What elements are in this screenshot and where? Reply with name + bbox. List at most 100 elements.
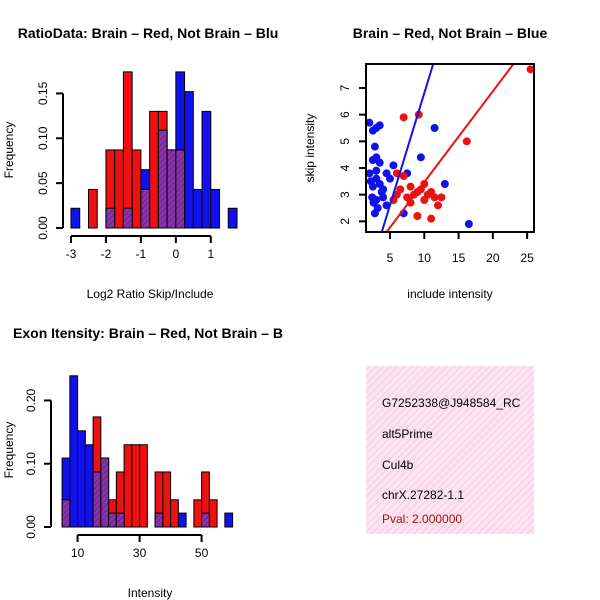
- red-bar: [87, 188, 98, 229]
- red-bar: [149, 110, 159, 229]
- blue-bar: [69, 375, 79, 528]
- x-tick-label: 5: [387, 251, 394, 265]
- overlap-bar-hatch: [61, 499, 71, 528]
- red-bar: [123, 444, 133, 528]
- blue-point: [375, 121, 384, 130]
- red-point: [526, 65, 534, 74]
- y-tick-label: 0.15: [36, 81, 50, 105]
- x-tick-label: 0: [172, 247, 179, 261]
- y-tick-label: 0.00: [36, 216, 50, 240]
- blue-point: [389, 161, 398, 170]
- info-event-type: alt5Prime: [382, 427, 433, 441]
- blue-bar: [84, 444, 94, 528]
- overlap-bar-hatch: [166, 149, 177, 229]
- overlap-bar-hatch: [122, 207, 133, 229]
- blue-bar: [192, 188, 203, 229]
- ratio-histogram-axes: -3 -2 -1 0 1 0.00 0.05 0.10 0.15: [36, 81, 214, 261]
- overlap-bar-hatch: [154, 512, 164, 528]
- y-tick-label: 0.10: [36, 126, 50, 150]
- blue-point: [366, 118, 374, 127]
- x-tick-label: 15: [452, 251, 466, 265]
- red-point: [399, 113, 408, 122]
- x-tick-label: 25: [520, 251, 534, 265]
- red-bar: [193, 499, 203, 528]
- blue-point: [375, 158, 384, 167]
- red-point: [406, 198, 415, 207]
- blue-point: [464, 220, 473, 228]
- x-tick-label: 50: [195, 546, 209, 560]
- ratio-histogram-ylabel: Frequency: [2, 122, 16, 179]
- red-bar: [162, 471, 172, 528]
- red-point: [430, 193, 439, 202]
- red-point: [427, 214, 436, 223]
- overlap-bar-hatch: [100, 457, 110, 528]
- red-point: [399, 172, 408, 180]
- blue-bar: [201, 110, 212, 229]
- y-tick-label: 0.00: [24, 515, 38, 539]
- scatter-ylabel: skip intensity: [303, 114, 317, 183]
- scatter-plot-area: [366, 64, 534, 232]
- blue-point: [372, 196, 381, 204]
- blue-point: [368, 182, 377, 191]
- y-tick-label: 0.05: [36, 171, 50, 195]
- scatter-axes: 5 10 15 20 25 2 3 4 5 6 7: [338, 63, 535, 265]
- y-tick-label: 0.20: [24, 388, 38, 412]
- exon-histogram-xlabel: Intensity: [128, 586, 173, 600]
- red-fit-line: [385, 64, 515, 232]
- scatter-xlabel: include intensity: [407, 287, 492, 301]
- ratio-histogram-title: RatioData: Brain – Red, Not Brain – Blu: [18, 25, 279, 41]
- red-point: [434, 201, 442, 210]
- overlap-bar-hatch: [108, 512, 117, 528]
- info-location: chrX.27282-1.1: [382, 488, 464, 502]
- blue-point: [366, 169, 374, 178]
- red-point: [396, 185, 405, 194]
- x-tick-label: 20: [486, 251, 500, 265]
- ratio-histogram-bars: [70, 71, 238, 229]
- red-bar: [114, 149, 124, 229]
- overlap-bar-hatch: [201, 512, 210, 528]
- red-bar: [122, 71, 133, 229]
- blue-fit-line: [380, 64, 435, 232]
- x-tick-label: 10: [418, 251, 432, 265]
- overlap-bar-hatch: [140, 188, 151, 229]
- ratio-histogram-panel: RatioData: Brain – Red, Not Brain – Blu …: [2, 25, 278, 301]
- y-tick-label: 4: [338, 164, 352, 171]
- y-tick-label: 3: [338, 191, 352, 198]
- blue-bar: [177, 512, 187, 528]
- x-tick-label: -2: [101, 247, 112, 261]
- info-panel: G7252338@J948584_RC alt5Prime Cul4b chrX…: [366, 366, 534, 534]
- blue-point: [386, 174, 394, 183]
- overlap-bar-hatch: [175, 149, 186, 229]
- exon-intensity-histogram-panel: Exon Itensity: Brain – Red, Not Brain – …: [2, 325, 283, 600]
- y-tick-label: 7: [338, 84, 352, 91]
- scatter-clip: [366, 64, 534, 232]
- scatter-frame: [365, 63, 535, 233]
- exon-histogram-title: Exon Itensity: Brain – Red, Not Brain – …: [13, 325, 283, 341]
- intensity-scatter-panel: Brain – Red, Not Brain – Blue include in…: [303, 25, 547, 301]
- y-tick-label: 6: [338, 111, 352, 118]
- red-point: [462, 137, 471, 146]
- red-bar: [131, 444, 141, 528]
- scatter-title: Brain – Red, Not Brain – Blue: [353, 25, 548, 41]
- blue-point: [370, 142, 379, 151]
- overlap-bar-hatch: [115, 512, 125, 528]
- x-tick-label: 10: [71, 546, 85, 560]
- blue-point: [377, 188, 386, 196]
- blue-point: [372, 166, 381, 175]
- blue-bar: [70, 207, 81, 229]
- red-point: [437, 193, 446, 202]
- x-tick-label: 1: [207, 247, 214, 261]
- info-panel-background: [366, 366, 534, 534]
- blue-bar: [184, 91, 194, 229]
- overlap-bar-hatch: [105, 207, 116, 229]
- blue-bar: [210, 188, 221, 229]
- blue-bar: [77, 430, 86, 528]
- red-point: [406, 182, 415, 191]
- red-bar: [208, 499, 218, 528]
- blue-bar: [227, 207, 238, 229]
- blue-point: [416, 153, 425, 162]
- red-bar: [139, 444, 148, 528]
- red-point: [413, 212, 422, 220]
- red-point: [420, 196, 429, 204]
